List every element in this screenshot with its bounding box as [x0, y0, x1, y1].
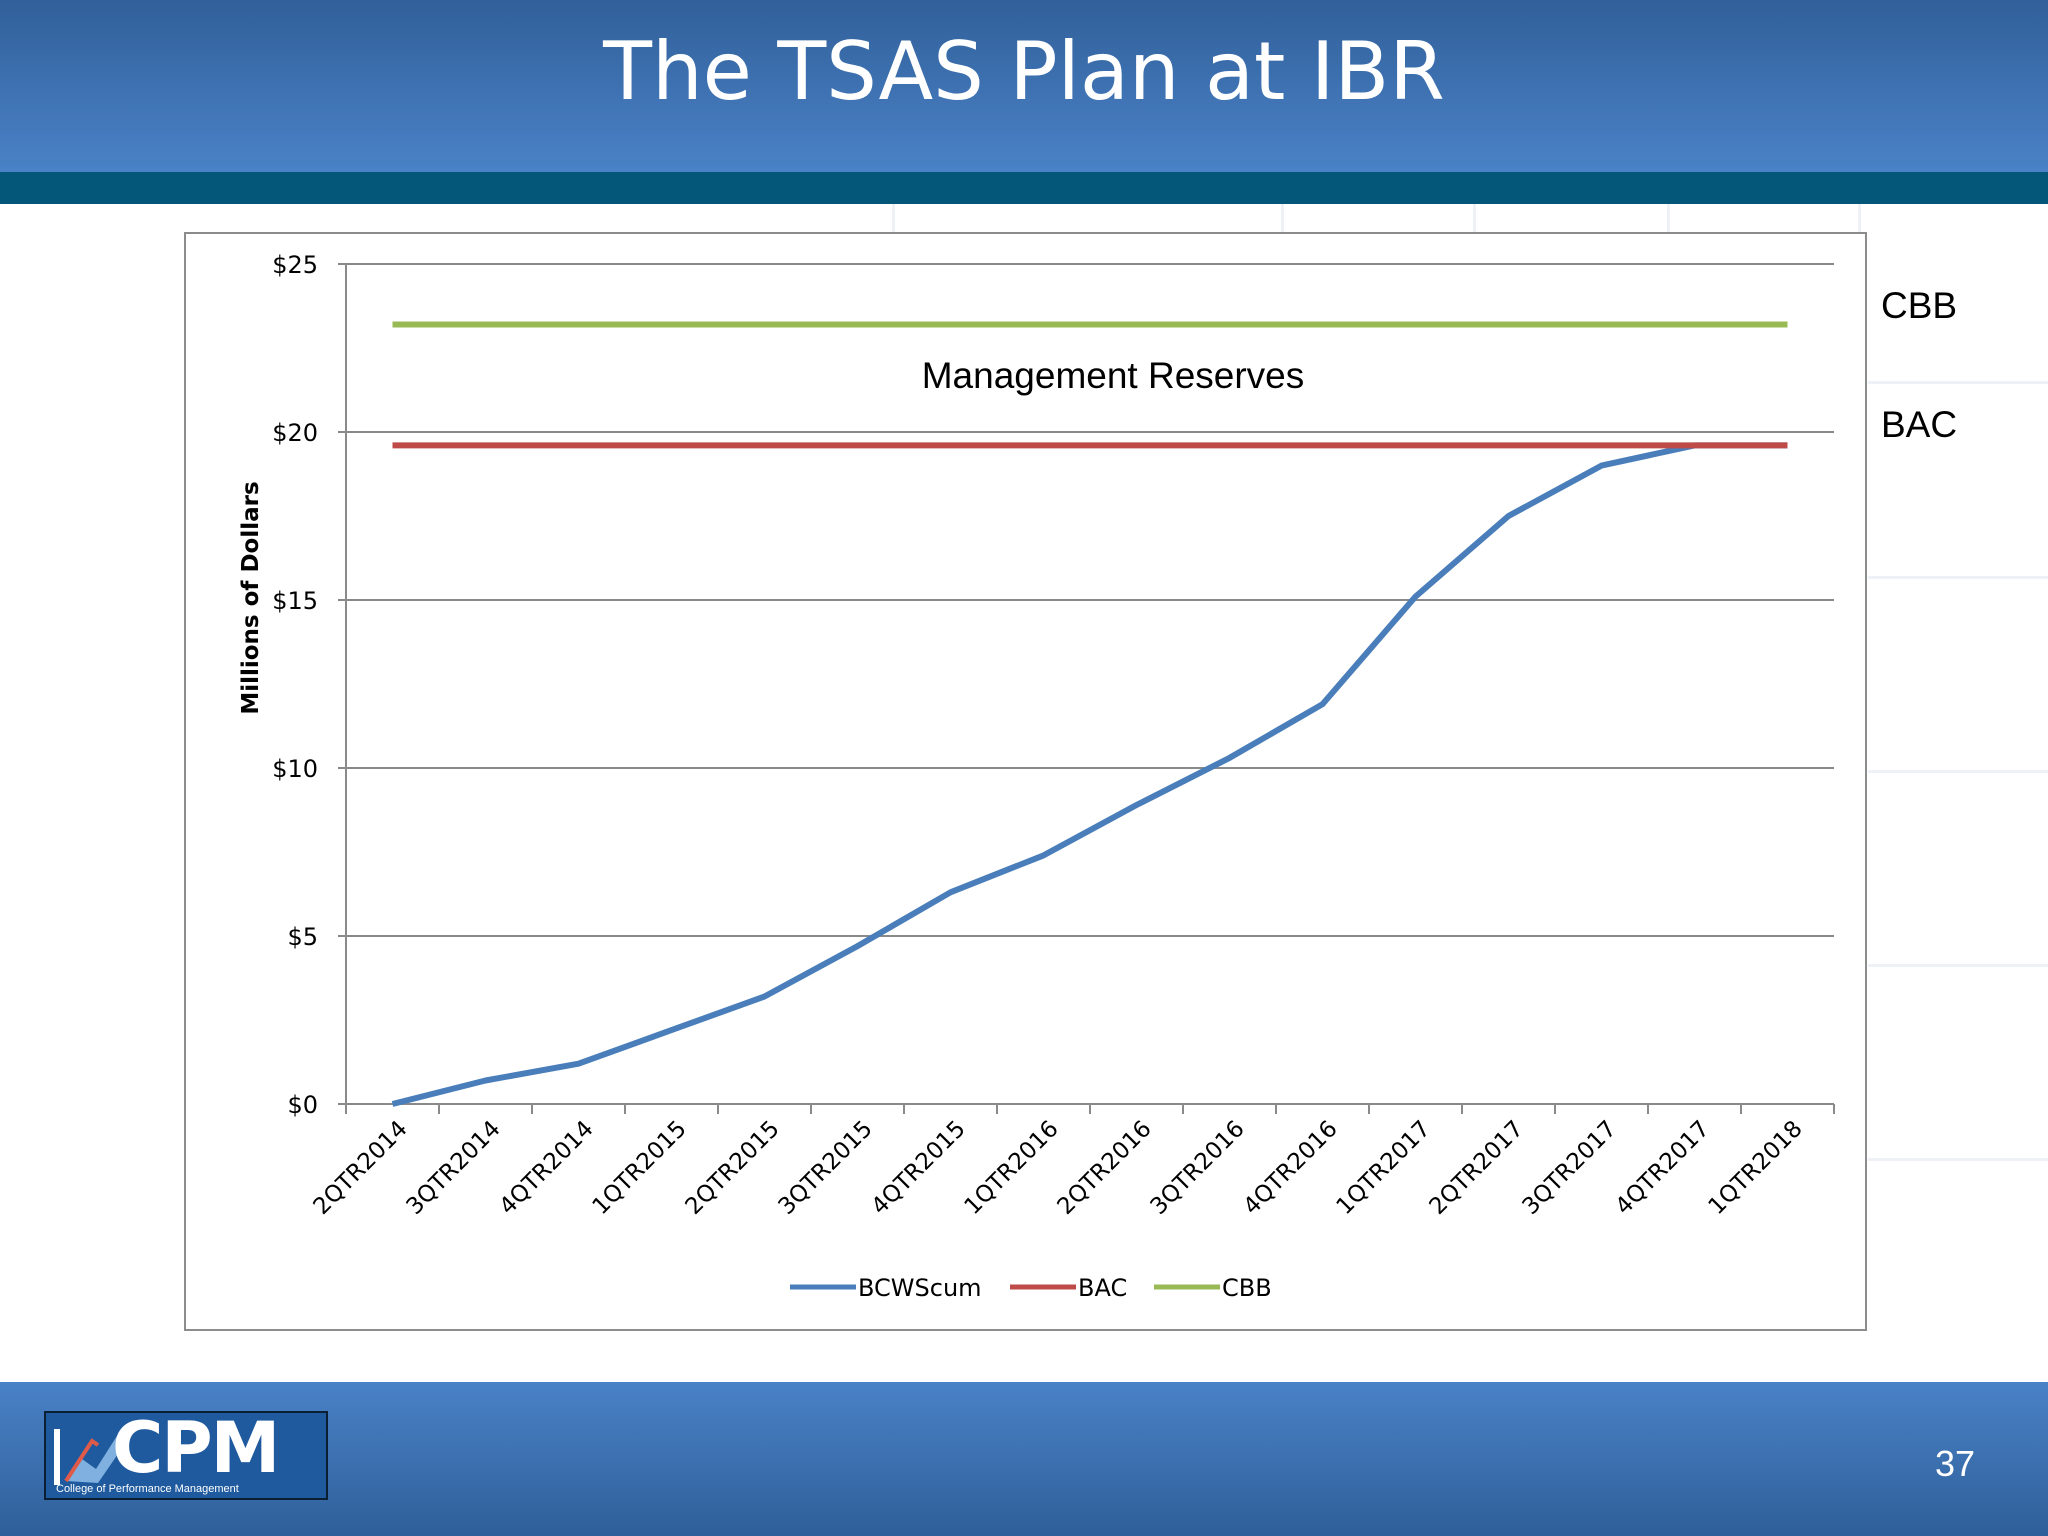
background-gridline	[1868, 1158, 2048, 1161]
slide-title: The TSAS Plan at IBR	[603, 25, 1445, 118]
cpm-logo: CPM College of Performance Management	[44, 1411, 328, 1500]
background-gridline	[1281, 204, 1284, 234]
x-tick-label: 3QTR2017	[1518, 1116, 1622, 1220]
background-gridline	[1667, 204, 1670, 234]
x-tick-label: 1QTR2016	[960, 1116, 1064, 1220]
y-tick-label: $25	[272, 251, 318, 279]
background-gridline	[1868, 381, 2048, 384]
x-tick-label: 3QTR2014	[402, 1116, 506, 1220]
logo-text: CPM	[112, 1411, 280, 1489]
legend-label-bcwscum: BCWScum	[858, 1274, 982, 1302]
background-gridline	[1868, 770, 2048, 773]
y-tick-label: $20	[272, 419, 318, 447]
background-gridline	[892, 204, 895, 234]
management-reserves-annotation: Management Reserves	[922, 355, 1305, 396]
x-tick-label: 1QTR2017	[1332, 1116, 1436, 1220]
legend-label-cbb: CBB	[1222, 1274, 1272, 1302]
legend-label-bac: BAC	[1078, 1274, 1127, 1302]
y-tick-label: $10	[272, 755, 318, 783]
bac-side-label: BAC	[1881, 404, 1958, 445]
logo-chart-icon	[54, 1429, 120, 1485]
x-tick-label: 1QTR2015	[588, 1116, 692, 1220]
x-tick-label: 2QTR2015	[681, 1116, 785, 1220]
page-number: 37	[1934, 1443, 1975, 1484]
y-axis-label: Millions of Dollars	[238, 481, 264, 714]
logo-subtext: College of Performance Management	[56, 1483, 239, 1495]
background-gridline	[1858, 204, 1861, 234]
x-tick-label: 2QTR2014	[309, 1116, 413, 1220]
x-tick-label: 2QTR2016	[1053, 1116, 1157, 1220]
series-line-bcwscum	[391, 442, 1788, 1107]
background-gridline	[1473, 204, 1476, 234]
header-bar	[0, 0, 2048, 172]
x-tick-label: 4QTR2015	[867, 1116, 971, 1220]
x-tick-label: 4QTR2014	[495, 1116, 599, 1220]
x-tick-label: 1QTR2018	[1704, 1116, 1808, 1220]
y-tick-label: $15	[272, 587, 318, 615]
chart-frame	[184, 232, 1867, 1331]
background-gridline	[1868, 964, 2048, 967]
y-tick-label: $5	[287, 923, 318, 951]
x-tick-label: 4QTR2016	[1239, 1116, 1343, 1220]
y-tick-label: $0	[287, 1091, 318, 1119]
x-tick-label: 2QTR2017	[1425, 1116, 1529, 1220]
background-gridline	[1868, 576, 2048, 579]
x-tick-label: 4QTR2017	[1611, 1116, 1715, 1220]
x-tick-label: 3QTR2015	[774, 1116, 878, 1220]
x-tick-label: 3QTR2016	[1146, 1116, 1250, 1220]
footer-bar	[0, 1382, 2048, 1536]
header-band	[0, 172, 2048, 204]
cbb-side-label: CBB	[1881, 285, 1958, 326]
